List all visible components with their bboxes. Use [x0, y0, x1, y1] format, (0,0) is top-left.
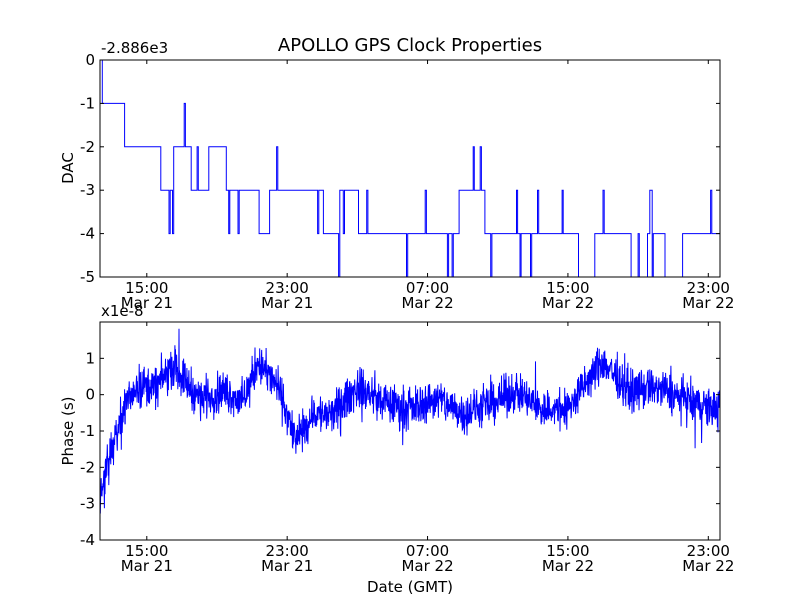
bottom-ytick-label: -1: [80, 422, 95, 440]
top-ytick-label: -3: [80, 181, 95, 199]
top-ytick-label: -4: [80, 225, 95, 243]
bottom-axes-frame: [99, 321, 721, 541]
bottom-xtick-label-time: 07:00: [406, 542, 449, 560]
top-series-line: [100, 59, 720, 278]
chart-title: APOLLO GPS Clock Properties: [278, 35, 542, 56]
top-xtick-label-date: Mar 22: [542, 294, 594, 312]
top-ytick-label: 0: [85, 51, 95, 69]
top-xtick-label-date: Mar 21: [121, 294, 173, 312]
top-ytick-label: -2: [80, 138, 95, 156]
bottom-xtick-label-time: 15:00: [125, 542, 168, 560]
bottom-xtick-label-date: Mar 21: [121, 557, 173, 575]
bottom-series-line: [99, 328, 721, 514]
top-xtick-label-date: Mar 22: [682, 294, 734, 312]
top-ytick-label: -5: [80, 268, 95, 286]
bottom-xtick-label-date: Mar 22: [682, 557, 734, 575]
top-xtick-label-time: 23:00: [266, 279, 309, 297]
top-xtick-label-time: 07:00: [406, 279, 449, 297]
bottom-ytick-label: -2: [80, 458, 95, 476]
bottom-xtick-label-date: Mar 22: [401, 557, 453, 575]
bottom-ylabel: Phase (s): [59, 396, 77, 465]
top-ylabel: DAC: [59, 152, 77, 184]
bottom-ytick-label: -4: [80, 531, 95, 549]
bottom-xlabel: Date (GMT): [367, 578, 453, 596]
top-offset-label: -2.886e3: [101, 39, 168, 57]
top-xtick-label-time: 15:00: [546, 279, 589, 297]
bottom-ytick-label: 1: [85, 349, 95, 367]
top-xtick-label-time: 15:00: [125, 279, 168, 297]
top-ytick-label: -1: [80, 94, 95, 112]
top-xtick-label-time: 23:00: [687, 279, 730, 297]
bottom-xtick-label-time: 15:00: [546, 542, 589, 560]
bottom-xtick-label-time: 23:00: [266, 542, 309, 560]
bottom-xtick-label-date: Mar 22: [542, 557, 594, 575]
bottom-offset-label: x1e-8: [101, 302, 144, 320]
top-xtick-label-date: Mar 21: [261, 294, 313, 312]
top-axes-frame: [99, 59, 721, 278]
bottom-xtick-label-date: Mar 21: [261, 557, 313, 575]
bottom-ytick-label: -3: [80, 495, 95, 513]
top-xtick-label-date: Mar 22: [401, 294, 453, 312]
bottom-xtick-label-time: 23:00: [687, 542, 730, 560]
bottom-ytick-label: 0: [85, 386, 95, 404]
